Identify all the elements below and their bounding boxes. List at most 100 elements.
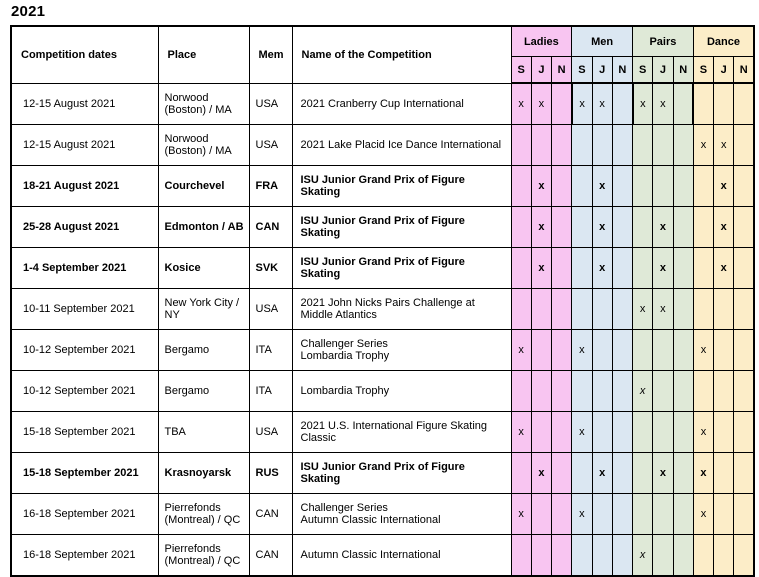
mark-pairs-j: x xyxy=(652,287,674,330)
member-federation-cell: USA xyxy=(248,123,293,166)
mark-men-j: x xyxy=(591,164,613,207)
member-federation-cell: SVK xyxy=(248,246,293,289)
mark-men-n xyxy=(611,246,634,289)
place-cell: Bergamo xyxy=(157,369,250,412)
competition-name-cell: 2021 Lake Placid Ice Dance International xyxy=(291,123,512,166)
competition-dates-cell: 16-18 September 2021 xyxy=(10,533,159,576)
competition-name-cell: 2021 John Nicks Pairs Challenge at Middl… xyxy=(291,287,512,330)
mark-pairs-n xyxy=(672,164,694,207)
table-row: 15-18 September 2021 Krasnoyarsk RUS ISU Ju… xyxy=(10,451,755,494)
mark-pairs-s xyxy=(632,410,654,453)
mark-men-s xyxy=(571,205,593,248)
competition-name-cell: ISU Junior Grand Prix of Figure Skating xyxy=(291,205,512,248)
level-header-ladies-s: S xyxy=(510,56,532,84)
mark-dance-s: x xyxy=(692,410,715,453)
competition-name-cell: 2021 U.S. International Figure Skating C… xyxy=(291,410,512,453)
level-header-ladies-n: N xyxy=(550,56,573,84)
mark-pairs-j xyxy=(652,410,674,453)
mark-men-s: x xyxy=(571,328,593,371)
mark-dance-s: x xyxy=(692,492,715,535)
mark-men-j: x xyxy=(591,205,613,248)
mark-ladies-j xyxy=(530,533,553,576)
mark-men-j: x xyxy=(591,451,613,494)
mark-ladies-j: x xyxy=(530,164,553,207)
mark-men-j xyxy=(591,410,613,453)
mark-pairs-j: x xyxy=(652,246,674,289)
mark-dance-j xyxy=(713,287,735,330)
competition-dates-cell: 12-15 August 2021 xyxy=(10,123,159,166)
mark-ladies-n xyxy=(550,246,573,289)
mark-pairs-j: x xyxy=(652,82,674,125)
level-header-men-j: J xyxy=(591,56,613,84)
mark-pairs-s xyxy=(632,451,654,494)
mark-men-j xyxy=(591,328,613,371)
mark-ladies-n xyxy=(550,492,573,535)
page-title: 2021 xyxy=(11,3,46,20)
mark-men-j: x xyxy=(591,82,613,125)
member-federation-cell: ITA xyxy=(248,328,293,371)
group-header-ladies: Ladies xyxy=(510,25,573,57)
place-cell: Norwood (Boston) / MA xyxy=(157,82,250,125)
competition-name-cell: Autumn Classic International xyxy=(291,533,512,576)
mark-men-s: x xyxy=(570,82,593,125)
level-header-dance-s: S xyxy=(692,56,715,84)
mark-ladies-n xyxy=(550,410,573,453)
mark-dance-n xyxy=(733,287,755,330)
col-header-competition-name: Name of the Competition xyxy=(291,25,512,84)
mark-ladies-j xyxy=(530,369,553,412)
level-header-men-s: S xyxy=(571,56,593,84)
place-cell: Bergamo xyxy=(157,328,250,371)
member-federation-cell: USA xyxy=(248,410,293,453)
mark-ladies-n xyxy=(550,533,573,576)
mark-men-s xyxy=(571,123,593,166)
mark-ladies-n xyxy=(550,82,573,125)
mark-ladies-n xyxy=(550,328,573,371)
group-header-dance: Dance xyxy=(692,25,755,57)
mark-pairs-s xyxy=(632,205,654,248)
table-row: 12-15 August 2021 Norwood (Boston) / MA US… xyxy=(10,123,755,166)
competition-dates-cell: 15-18 September 2021 xyxy=(10,410,159,453)
mark-ladies-s xyxy=(510,287,532,330)
level-header-dance-j: J xyxy=(713,56,735,84)
mark-ladies-n xyxy=(550,164,573,207)
col-header-place: Place xyxy=(157,25,250,84)
mark-dance-s xyxy=(692,287,715,330)
competition-name-cell: Challenger Series Autumn Classic Interna… xyxy=(291,492,512,535)
mark-ladies-n xyxy=(550,123,573,166)
mark-men-n xyxy=(611,410,634,453)
mark-dance-n xyxy=(733,82,755,125)
mark-pairs-j: x xyxy=(652,205,674,248)
mark-dance-s xyxy=(692,82,715,125)
mark-pairs-s xyxy=(632,246,654,289)
mark-dance-j: x xyxy=(713,246,735,289)
member-federation-cell: CAN xyxy=(248,492,293,535)
competition-name-cell: ISU Junior Grand Prix of Figure Skating xyxy=(291,246,512,289)
member-federation-cell: USA xyxy=(248,82,293,125)
competition-dates-cell: 10-12 September 2021 xyxy=(10,328,159,371)
competition-name-cell: ISU Junior Grand Prix of Figure Skating xyxy=(291,164,512,207)
table-row: 10-12 September 2021 Bergamo ITA Lombardia … xyxy=(10,369,755,412)
place-cell: Courchevel xyxy=(157,164,250,207)
mark-men-j xyxy=(591,492,613,535)
mark-pairs-j: x xyxy=(652,451,674,494)
mark-pairs-s xyxy=(632,492,654,535)
competition-name-cell: ISU Junior Grand Prix of Figure Skating xyxy=(291,451,512,494)
mark-pairs-n xyxy=(672,246,694,289)
mark-pairs-j xyxy=(652,123,674,166)
mark-dance-n xyxy=(733,451,755,494)
mark-dance-j xyxy=(713,451,735,494)
table-row: 1-4 September 2021 Kosice SVK ISU Junior Gr… xyxy=(10,246,755,289)
mark-pairs-s xyxy=(632,123,654,166)
mark-dance-n xyxy=(733,492,755,535)
member-federation-cell: FRA xyxy=(248,164,293,207)
mark-dance-s xyxy=(692,164,715,207)
mark-dance-j: x xyxy=(713,123,735,166)
level-header-pairs-j: J xyxy=(652,56,674,84)
mark-men-n xyxy=(611,123,634,166)
member-federation-cell: CAN xyxy=(248,205,293,248)
mark-men-j xyxy=(591,533,613,576)
mark-dance-n xyxy=(733,328,755,371)
mark-men-s: x xyxy=(571,410,593,453)
mark-pairs-n xyxy=(672,205,694,248)
mark-pairs-j xyxy=(652,164,674,207)
